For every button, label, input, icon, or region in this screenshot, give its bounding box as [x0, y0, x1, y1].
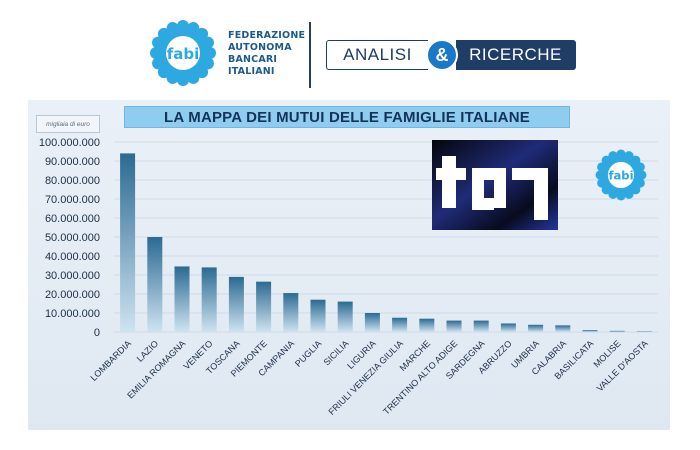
bar — [120, 153, 136, 332]
fabi-small-logo-icon: fabi — [595, 149, 647, 201]
unit-label: migliaia di euro — [36, 115, 100, 133]
org-name: FEDERAZIONE AUTONOMA BANCARI ITALIANI — [228, 30, 305, 78]
y-tick-label: 90.000.000 — [45, 156, 100, 168]
org-line-4: ITALIANI — [228, 66, 275, 77]
x-category-label: LOMBARDIA — [88, 338, 133, 383]
bar — [201, 267, 217, 332]
fabi-logo-icon: fabi — [150, 20, 216, 86]
bar — [500, 323, 516, 332]
bar — [283, 293, 299, 332]
bar — [147, 237, 163, 332]
x-category-label: VALLE D'AOSTA — [595, 338, 650, 393]
bar — [337, 301, 353, 332]
banner-ampersand: & — [426, 39, 458, 71]
chart-title: LA MAPPA DEI MUTUI DELLE FAMIGLIE ITALIA… — [124, 106, 570, 128]
fabi-small-logo-text: fabi — [608, 169, 633, 183]
bar — [228, 276, 244, 332]
tg1-logo-icon — [432, 140, 558, 230]
bar — [364, 313, 380, 332]
bar — [174, 266, 190, 332]
org-line-1: FEDERAZIONE — [228, 30, 306, 41]
bar — [555, 325, 571, 332]
y-tick-label: 80.000.000 — [45, 175, 100, 187]
bar — [473, 320, 489, 332]
bar — [609, 330, 625, 332]
y-tick-label: 40.000.000 — [45, 251, 100, 263]
y-tick-label: 10.000.000 — [45, 308, 100, 320]
x-category-label: PUGLIA — [293, 338, 323, 368]
analisi-ricerche-banner: ANALISI & RICERCHE — [326, 39, 576, 71]
bar — [582, 330, 598, 332]
banner-ricerche: RICERCHE — [456, 40, 576, 70]
y-tick-label: 30.000.000 — [45, 270, 100, 282]
bar — [310, 299, 326, 332]
y-tick-label: 50.000.000 — [45, 232, 100, 244]
y-tick-label: 20.000.000 — [45, 289, 100, 301]
y-tick-label: 100.000.000 — [39, 137, 100, 149]
bar — [446, 320, 462, 332]
org-line-2: AUTONOMA — [228, 42, 292, 53]
bar — [392, 317, 408, 332]
x-category-label: LAZIO — [135, 338, 160, 363]
fabi-logo-text: fabi — [167, 45, 200, 63]
header-divider — [309, 22, 311, 88]
y-tick-label: 0 — [94, 327, 100, 339]
y-tick-label: 60.000.000 — [45, 213, 100, 225]
org-line-3: BANCARI — [228, 54, 278, 65]
banner-analisi: ANALISI — [326, 40, 428, 70]
bar — [636, 331, 652, 333]
bar — [528, 324, 544, 332]
bar — [419, 318, 435, 332]
bar — [256, 281, 272, 332]
y-tick-label: 70.000.000 — [45, 194, 100, 206]
